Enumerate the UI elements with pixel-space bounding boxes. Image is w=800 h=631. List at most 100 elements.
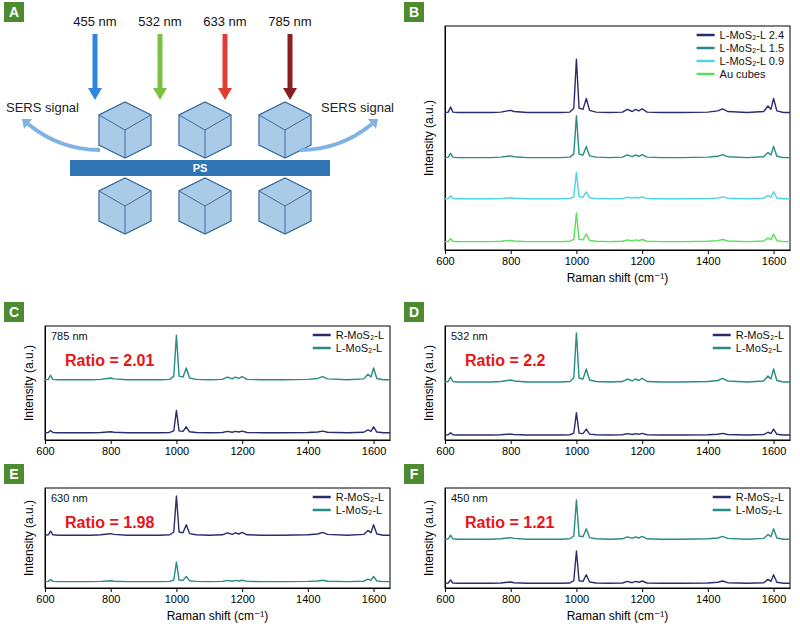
- x-tick: 1000: [565, 588, 589, 605]
- panel-letter-box: [4, 2, 24, 22]
- legend-entry: L-MoS₂-L: [313, 342, 382, 354]
- legend-swatch: [697, 73, 715, 76]
- panel-a: A455 nm532 nm633 nm785 nmPSSERS signalSE…: [4, 2, 394, 234]
- x-axis: 6008001000120014001600: [436, 250, 790, 267]
- spectrum-line: [45, 335, 390, 380]
- x-tick-label: 1400: [296, 445, 320, 457]
- plot-frame: [45, 326, 390, 440]
- legend-label: Au cubes: [720, 68, 766, 80]
- x-tick-mark: [774, 440, 775, 444]
- legend-swatch: [313, 496, 331, 499]
- chart-panel: 6008001000120014001600Intensity (a.u.)78…: [4, 302, 391, 457]
- laser-arrow-head: [153, 88, 167, 100]
- legend-entry: R-MoS₂-L: [313, 329, 384, 341]
- x-tick-mark: [308, 588, 309, 592]
- wavelength-annotation: 630 nm: [51, 492, 88, 504]
- legend-swatch: [313, 334, 331, 337]
- x-axis-title: Raman shift (cm⁻¹): [567, 271, 669, 285]
- x-tick: 1400: [296, 588, 320, 605]
- panel-letter-text: F: [410, 466, 419, 482]
- x-tick-mark: [111, 440, 112, 444]
- x-tick-mark: [45, 588, 46, 592]
- y-axis-title: Intensity (a.u.): [422, 500, 436, 576]
- au-cube: [99, 102, 151, 158]
- cube-edge: [205, 191, 231, 206]
- legend-entry: L-MoS₂-L: [713, 504, 782, 516]
- panel-letter: C: [4, 302, 24, 322]
- plot-area: [445, 59, 790, 242]
- x-axis-line: [446, 250, 791, 251]
- y-axis-title: Intensity (a.u.): [22, 500, 36, 576]
- x-tick: 600: [36, 440, 54, 457]
- wavelength-annotation: 532 nm: [451, 330, 488, 342]
- x-tick-label: 800: [102, 445, 120, 457]
- legend-label: L-MoS₂-L 2.4: [720, 29, 784, 41]
- chart-panel: 6008001000120014001600Intensity (a.u.)53…: [404, 302, 791, 457]
- x-tick-mark: [708, 440, 709, 444]
- spectrum-line: [445, 413, 790, 435]
- signal-arrow: [28, 124, 100, 150]
- x-tick-label: 600: [436, 255, 454, 267]
- x-tick-mark: [642, 588, 643, 592]
- spectrum-line: [445, 172, 790, 199]
- legend-swatch: [713, 347, 731, 350]
- x-tick-mark: [176, 588, 177, 592]
- legend-label: L-MoS₂-L 1.5: [720, 42, 784, 54]
- x-tick: 600: [36, 588, 54, 605]
- x-tick-mark: [445, 588, 446, 592]
- x-tick-mark: [374, 440, 375, 444]
- x-tick: 1200: [630, 440, 654, 457]
- plot-frame: [445, 326, 790, 440]
- x-tick-label: 800: [502, 593, 520, 605]
- x-tick-mark: [45, 440, 46, 444]
- x-axis-line: [46, 588, 391, 589]
- y-axis: [45, 489, 46, 589]
- plot-area: [445, 500, 790, 583]
- panel-letter-box: [4, 464, 24, 484]
- y-axis-title: Intensity (a.u.): [422, 345, 436, 421]
- x-tick: 1200: [230, 440, 254, 457]
- legend-label: L-MoS₂-L: [336, 342, 382, 354]
- x-tick-label: 1600: [362, 593, 386, 605]
- wavelength-label: 455 nm: [73, 14, 116, 29]
- x-axis-title: Raman shift (cm⁻¹): [567, 609, 669, 623]
- legend-entry: R-MoS₂-L: [313, 491, 384, 503]
- x-tick-label: 600: [36, 445, 54, 457]
- x-tick: 1600: [762, 440, 786, 457]
- legend-label: L-MoS₂-L: [736, 504, 782, 516]
- x-tick-label: 800: [502, 255, 520, 267]
- cube-edge: [179, 115, 205, 130]
- x-tick-mark: [242, 440, 243, 444]
- panel-letter-box: [404, 302, 424, 322]
- plot-area: [445, 333, 790, 435]
- panel-letter-box: [404, 464, 424, 484]
- cube-edge: [285, 191, 311, 206]
- spectrum-line: [445, 500, 790, 539]
- legend-swatch: [697, 60, 715, 63]
- x-tick-label: 600: [436, 593, 454, 605]
- legend-label: L-MoS₂-L: [336, 504, 382, 516]
- x-tick: 800: [102, 588, 120, 605]
- wavelength-annotation: 450 nm: [451, 492, 488, 504]
- x-tick: 1000: [165, 588, 189, 605]
- x-tick-label: 1000: [165, 445, 189, 457]
- ratio-annotation: Ratio = 2.2: [465, 352, 546, 369]
- spectrum-line: [45, 562, 390, 582]
- wavelength-label: 532 nm: [138, 14, 181, 29]
- cube-edge: [259, 191, 285, 206]
- cube-edge: [99, 191, 125, 206]
- x-tick-label: 600: [436, 445, 454, 457]
- y-axis-line: [45, 489, 46, 589]
- cube-edge: [285, 115, 311, 130]
- x-tick-mark: [445, 250, 446, 254]
- chart-panel: 6008001000120014001600Raman shift (cm⁻¹)…: [404, 2, 791, 285]
- x-tick-mark: [642, 440, 643, 444]
- x-tick: 1200: [630, 250, 654, 267]
- x-tick-label: 1200: [630, 445, 654, 457]
- panel-letter-text: D: [409, 304, 419, 320]
- x-tick-label: 1400: [696, 255, 720, 267]
- legend-swatch: [697, 34, 715, 37]
- cube-edge: [205, 115, 231, 130]
- x-axis: 6008001000120014001600: [36, 440, 390, 457]
- cube-body: [99, 102, 151, 158]
